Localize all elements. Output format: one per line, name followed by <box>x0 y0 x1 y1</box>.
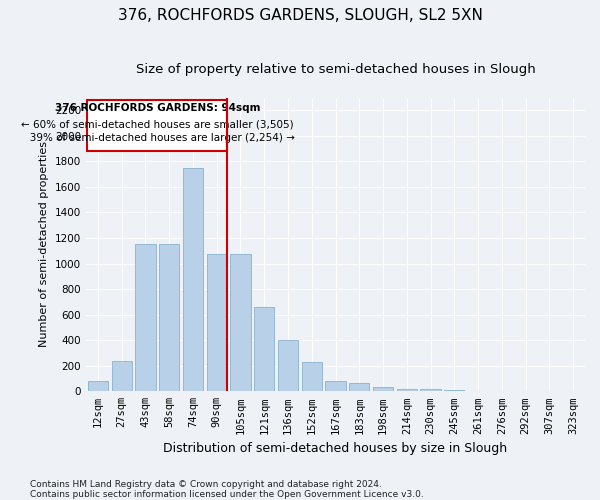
Bar <box>254 307 274 392</box>
Bar <box>349 383 370 392</box>
Text: ← 60% of semi-detached houses are smaller (3,505): ← 60% of semi-detached houses are smalle… <box>21 120 293 130</box>
Bar <box>87 100 227 151</box>
Bar <box>159 244 179 392</box>
Y-axis label: Number of semi-detached properties: Number of semi-detached properties <box>40 142 49 348</box>
Bar <box>183 168 203 392</box>
Bar <box>373 387 393 392</box>
Text: 39% of semi-detached houses are larger (2,254) →: 39% of semi-detached houses are larger (… <box>20 134 295 143</box>
Text: 376, ROCHFORDS GARDENS, SLOUGH, SL2 5XN: 376, ROCHFORDS GARDENS, SLOUGH, SL2 5XN <box>118 8 482 22</box>
Bar <box>206 254 227 392</box>
Bar <box>302 362 322 392</box>
Bar <box>112 360 132 392</box>
Bar <box>230 254 251 392</box>
Text: Contains public sector information licensed under the Open Government Licence v3: Contains public sector information licen… <box>30 490 424 499</box>
Bar <box>325 381 346 392</box>
Text: 376 ROCHFORDS GARDENS: 94sqm: 376 ROCHFORDS GARDENS: 94sqm <box>55 104 260 114</box>
Title: Size of property relative to semi-detached houses in Slough: Size of property relative to semi-detach… <box>136 62 535 76</box>
Bar <box>88 381 108 392</box>
Bar <box>397 389 417 392</box>
Bar <box>444 390 464 392</box>
Text: Contains HM Land Registry data © Crown copyright and database right 2024.: Contains HM Land Registry data © Crown c… <box>30 480 382 489</box>
Bar <box>136 244 155 392</box>
X-axis label: Distribution of semi-detached houses by size in Slough: Distribution of semi-detached houses by … <box>163 442 508 455</box>
Bar <box>421 390 440 392</box>
Bar <box>278 340 298 392</box>
